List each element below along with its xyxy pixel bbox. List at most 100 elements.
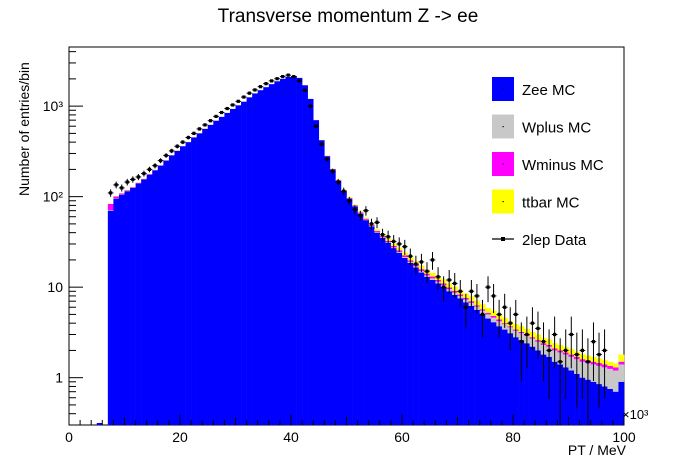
data-point: [286, 73, 290, 77]
zee-bar: [474, 309, 480, 425]
legend-swatch-marker: [502, 163, 504, 165]
ttbar-bar: [618, 354, 625, 362]
data-point: [264, 82, 268, 86]
zee-bar: [396, 252, 403, 425]
data-point: [364, 209, 368, 213]
data-point: [380, 233, 385, 237]
zee-bar: [174, 150, 181, 425]
zee-bar: [346, 198, 353, 425]
data-point: [186, 135, 190, 140]
data-point: [269, 79, 274, 83]
zee-bar: [213, 120, 220, 426]
data-point: [486, 285, 490, 289]
legend-label: 2lep Data: [522, 232, 587, 249]
zee-bar: [157, 165, 164, 425]
data-point: [258, 85, 263, 89]
data-point: [392, 239, 396, 244]
data-point: [480, 312, 485, 317]
zee-bar: [185, 142, 192, 426]
data-point: [425, 269, 429, 273]
zee-bar: [379, 237, 386, 425]
zee-bar: [513, 337, 519, 425]
data-point: [547, 348, 551, 353]
zee-bar: [490, 322, 497, 425]
zee-bar: [413, 267, 419, 425]
data-point: [369, 222, 374, 226]
ttbar-bar: [363, 217, 369, 219]
y-tick-label: 10²: [43, 189, 64, 205]
ttbar-bar: [612, 363, 619, 368]
data-point: [303, 88, 307, 92]
data-point: [525, 332, 529, 337]
data-point: [220, 110, 224, 115]
zee-bar: [507, 333, 514, 425]
data-point: [325, 157, 329, 161]
data-point: [308, 104, 313, 108]
wminus-bar: [130, 187, 136, 188]
data-point: [386, 235, 390, 239]
data-point: [342, 189, 346, 193]
zee-bar: [202, 128, 209, 426]
data-point: [447, 278, 451, 282]
wminus-bar: [607, 365, 614, 369]
y-tick-label: 1: [55, 370, 63, 386]
zee-bar: [524, 343, 530, 425]
zee-bar: [163, 160, 170, 425]
zee-bar: [130, 187, 136, 425]
zee-bar: [568, 370, 575, 425]
x-tick-label: 20: [172, 429, 188, 445]
zee-bar: [246, 97, 253, 425]
zee-bar: [291, 76, 297, 426]
ttbar-bar: [485, 307, 492, 313]
zee-bar: [307, 98, 314, 425]
ttbar-bar: [429, 272, 436, 277]
zee-bar: [257, 90, 264, 425]
data-point: [591, 340, 596, 344]
data-point: [281, 74, 285, 79]
data-point: [530, 321, 535, 325]
legend-point-marker: [501, 237, 505, 241]
zee-bar: [263, 87, 270, 426]
chart-title: Transverse momentum Z -> ee: [217, 6, 479, 27]
data-point: [231, 103, 235, 107]
data-point: [503, 305, 507, 309]
data-point: [519, 340, 523, 344]
legend-label: Wplus MC: [522, 120, 591, 137]
wminus-bar: [118, 193, 125, 195]
zee-bar: [402, 257, 408, 425]
data-point: [192, 131, 196, 135]
wminus-bar: [135, 182, 142, 184]
zee-bar: [424, 276, 431, 425]
data-points-group: [107, 73, 608, 425]
data-point: [336, 180, 340, 184]
zee-bar: [191, 137, 197, 425]
zee-bar: [124, 191, 131, 425]
zee-bar: [329, 169, 336, 425]
wminus-bar: [374, 231, 381, 233]
wminus-bar: [141, 178, 147, 180]
data-point: [358, 213, 362, 218]
data-point: [508, 321, 512, 325]
zee-bar: [229, 108, 236, 425]
data-point: [497, 312, 501, 317]
wplus-bar: [607, 368, 614, 389]
wplus-bar: [618, 364, 625, 382]
zee-bar: [579, 377, 586, 425]
data-point: [414, 262, 418, 266]
data-point: [314, 124, 318, 128]
data-point: [319, 142, 324, 146]
wplus-bar: [396, 251, 403, 253]
data-point: [153, 164, 157, 168]
wminus-bar: [402, 255, 408, 258]
data-point: [347, 199, 351, 203]
data-point: [536, 326, 540, 331]
x-axis-label: PT / MeV: [567, 442, 626, 458]
zee-bar: [468, 305, 475, 425]
data-point: [436, 275, 440, 279]
wminus-bar: [113, 196, 120, 199]
data-point: [214, 114, 218, 119]
zee-bar: [607, 388, 614, 425]
data-point: [297, 79, 301, 83]
x-tick-label: 100: [612, 429, 636, 445]
